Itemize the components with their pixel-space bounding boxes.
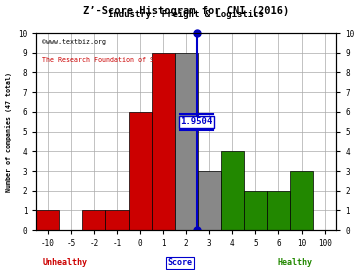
Bar bbox=[221, 151, 244, 230]
Text: ©www.textbiz.org: ©www.textbiz.org bbox=[42, 39, 106, 45]
Title: Z’-Score Histogram for CNI (2016): Z’-Score Histogram for CNI (2016) bbox=[83, 6, 289, 16]
Bar bbox=[129, 112, 152, 230]
Bar bbox=[82, 211, 105, 230]
Bar bbox=[175, 53, 198, 230]
Bar bbox=[290, 171, 313, 230]
Text: Healthy: Healthy bbox=[278, 258, 313, 267]
Bar bbox=[105, 211, 129, 230]
Bar bbox=[244, 191, 267, 230]
Y-axis label: Number of companies (47 total): Number of companies (47 total) bbox=[5, 72, 13, 192]
Text: Industry: Freight & Logistics: Industry: Freight & Logistics bbox=[108, 10, 264, 19]
Bar bbox=[152, 53, 175, 230]
Bar bbox=[36, 211, 59, 230]
Bar bbox=[267, 191, 290, 230]
Text: The Research Foundation of SUNY: The Research Foundation of SUNY bbox=[42, 57, 166, 63]
Bar bbox=[198, 171, 221, 230]
Text: 1.9504: 1.9504 bbox=[180, 117, 213, 126]
Text: Unhealthy: Unhealthy bbox=[42, 258, 87, 267]
Text: Score: Score bbox=[167, 258, 193, 267]
